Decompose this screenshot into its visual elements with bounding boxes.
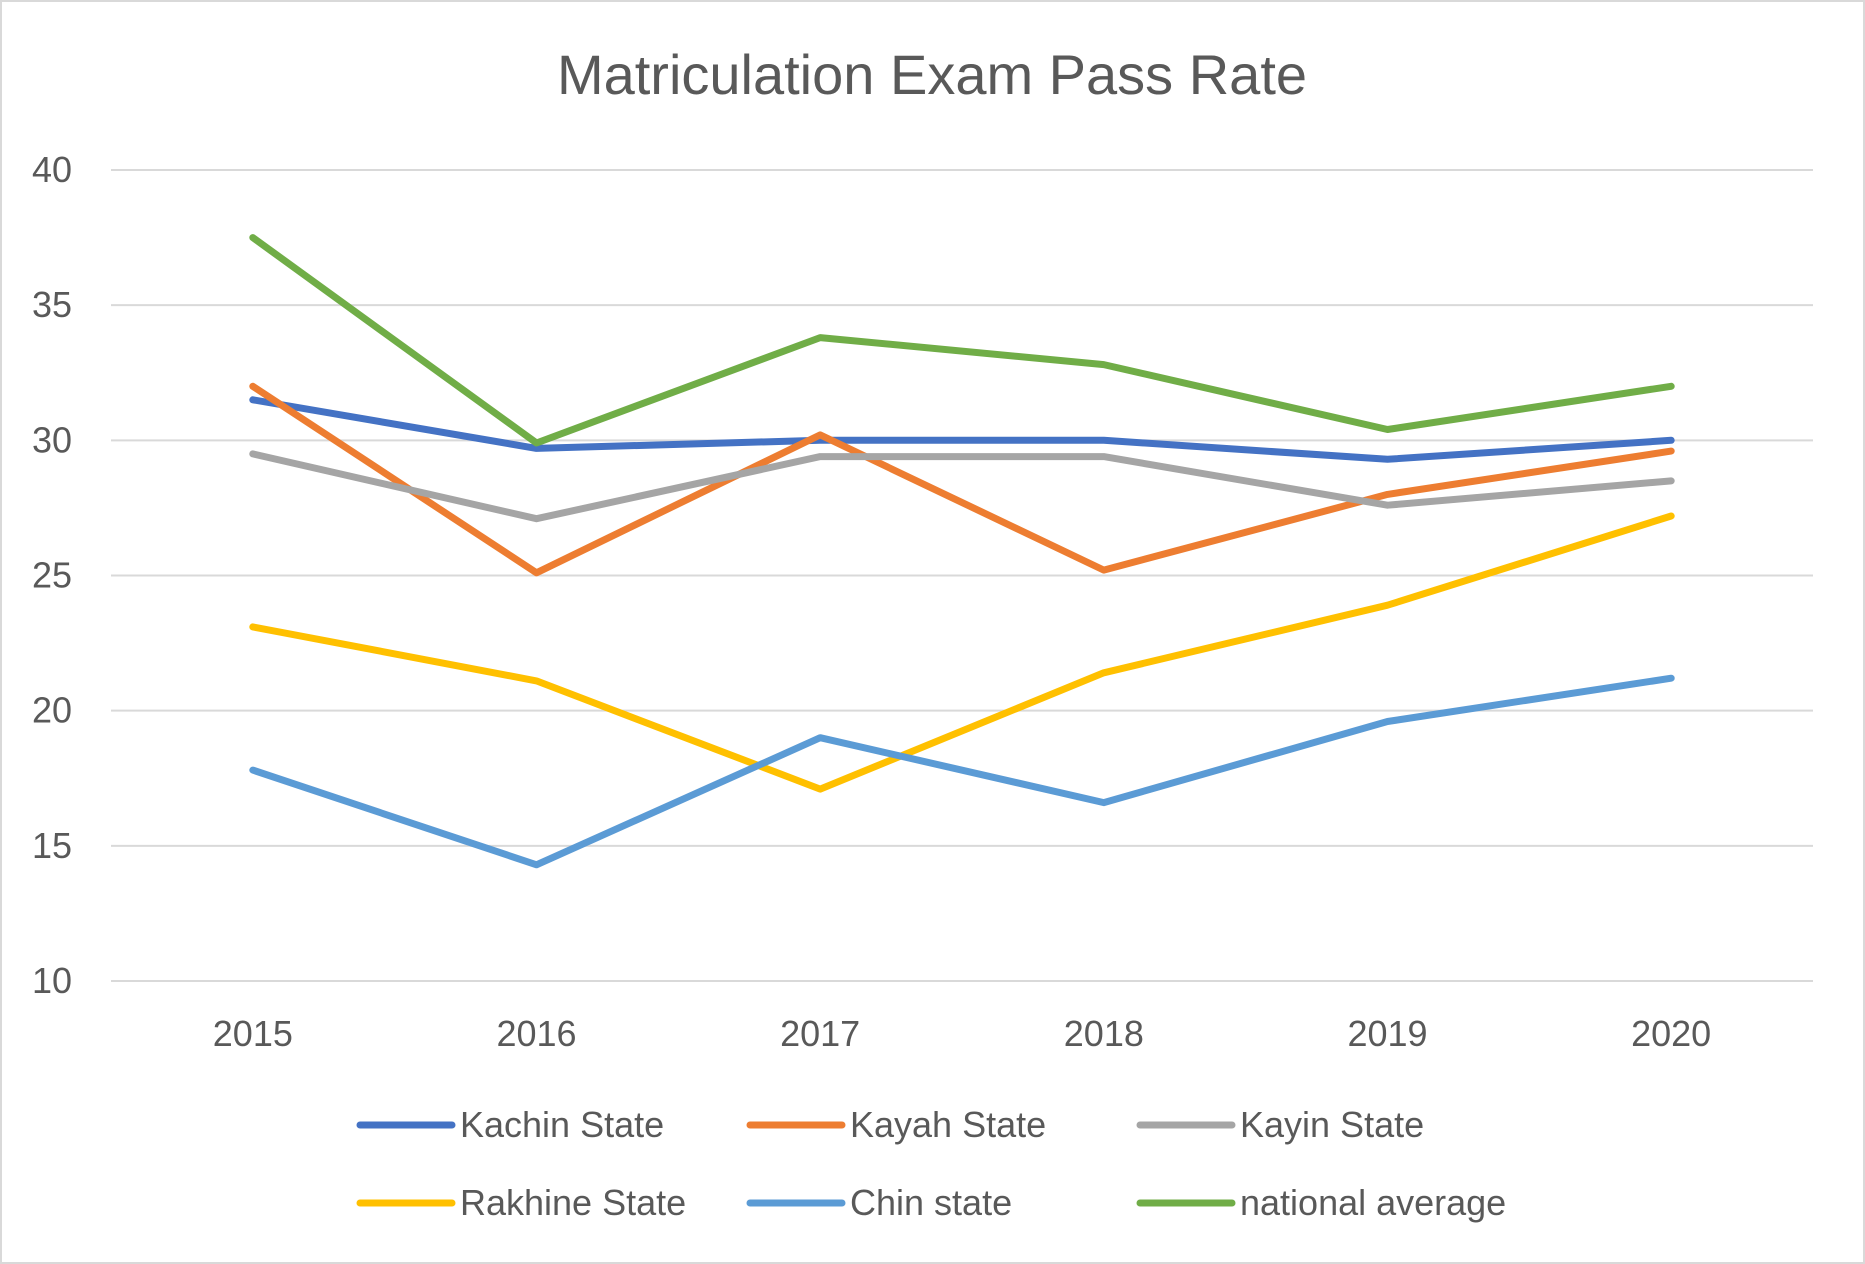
x-tick-label: 2015 [213,1013,293,1054]
legend-label: Chin state [850,1182,1012,1223]
y-tick-label: 40 [32,149,72,190]
series-line-3 [249,512,1675,793]
x-axis-ticks: 2015 2016 2017 2018 2019 2020 [213,1013,1711,1054]
y-axis-ticks: 10 15 20 25 30 35 40 [32,149,72,1001]
y-tick-label: 35 [32,284,72,325]
legend-label: Kayah State [850,1104,1046,1145]
y-tick-label: 20 [32,690,72,731]
y-tick-label: 10 [32,960,72,1001]
x-tick-label: 2020 [1631,1013,1711,1054]
series-line-1 [249,382,1675,577]
x-tick-label: 2016 [496,1013,576,1054]
x-tick-label: 2019 [1347,1013,1427,1054]
legend: Kachin State Kayah State Kayin State Rakhin… [356,1104,1506,1223]
series-line-0 [249,396,1675,463]
chart-title: Matriculation Exam Pass Rate [557,43,1307,106]
series-lines [249,234,1675,869]
legend-label: Rakhine State [460,1182,686,1223]
y-tick-label: 25 [32,555,72,596]
legend-label: national average [1240,1182,1506,1223]
series-line-4 [249,674,1675,869]
legend-label: Kachin State [460,1104,664,1145]
y-tick-label: 15 [32,825,72,866]
legend-label: Kayin State [1240,1104,1424,1145]
x-tick-label: 2017 [780,1013,860,1054]
x-tick-label: 2018 [1064,1013,1144,1054]
series-line-2 [249,450,1675,523]
y-tick-label: 30 [32,419,72,460]
series-line-5 [249,234,1675,447]
